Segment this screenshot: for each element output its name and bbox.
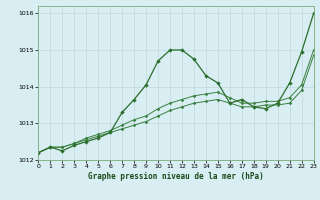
X-axis label: Graphe pression niveau de la mer (hPa): Graphe pression niveau de la mer (hPa) xyxy=(88,172,264,181)
